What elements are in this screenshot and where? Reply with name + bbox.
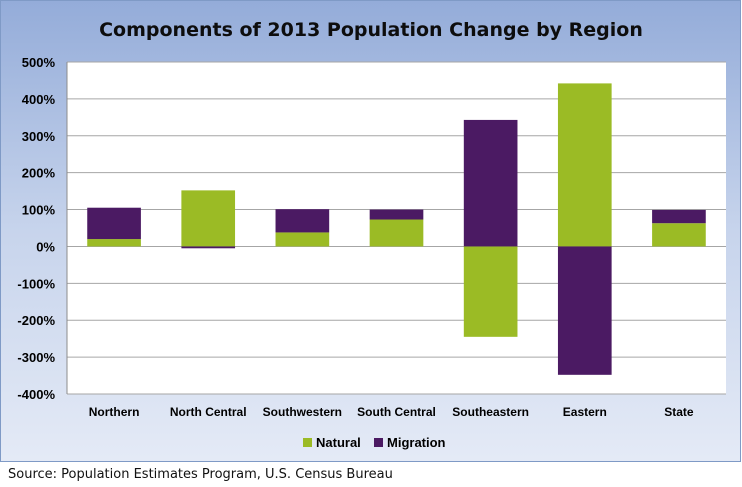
bar-natural-south-central (369, 219, 424, 247)
x-tick-label: Eastern (563, 405, 607, 419)
y-tick-label: 200% (22, 166, 56, 181)
bar-migration-eastern (557, 246, 612, 375)
bar-migration-southwestern (275, 209, 330, 233)
bar-natural-state (652, 223, 706, 247)
y-tick-label: -100% (17, 276, 55, 291)
bars (87, 83, 706, 375)
bar-migration-north-central (181, 246, 236, 249)
chart-panel: Components of 2013 Population Change by … (0, 0, 741, 462)
legend-swatch-migration (374, 438, 383, 447)
legend-swatch-natural (303, 438, 312, 447)
legend: Natural Migration (303, 435, 446, 450)
y-tick-label: 500% (22, 55, 56, 70)
x-tick-label: State (664, 405, 694, 419)
bar-natural-eastern (557, 83, 612, 247)
x-tick-label: Southwestern (263, 405, 342, 419)
bar-natural-southwestern (275, 232, 330, 247)
x-tick-label: Southeastern (452, 405, 529, 419)
bar-migration-southeastern (463, 119, 518, 247)
bar-natural-north-central (181, 190, 236, 247)
x-tick-label: Northern (89, 405, 140, 419)
x-axis: Northern North Central Southwestern South C… (89, 405, 694, 419)
bar-migration-northern (87, 207, 141, 240)
chart: Components of 2013 Population Change by … (17, 19, 726, 450)
bar-natural-southeastern (463, 246, 518, 337)
y-tick-label: -300% (17, 350, 55, 365)
bar-migration-state (652, 209, 706, 224)
y-tick-label: 300% (22, 129, 56, 144)
y-axis: 500% 400% 300% 200% 100% 0% -100% -200% -300% -40… (17, 55, 55, 402)
source-note: Source: Population Estimates Program, U.… (8, 467, 393, 482)
legend-label-natural: Natural (316, 435, 361, 450)
chart-title: Components of 2013 Population Change by … (99, 19, 643, 41)
y-tick-label: 400% (22, 92, 56, 107)
y-tick-label: 0% (36, 239, 55, 254)
bar-natural-northern (87, 239, 141, 247)
x-tick-label: North Central (170, 405, 247, 419)
y-tick-label: -400% (17, 387, 55, 402)
y-tick-label: 100% (22, 203, 56, 218)
y-tick-label: -200% (17, 313, 55, 328)
gridlines (66, 61, 726, 395)
legend-label-migration: Migration (387, 435, 446, 450)
x-tick-label: South Central (357, 405, 436, 419)
bar-migration-south-central (369, 209, 424, 220)
